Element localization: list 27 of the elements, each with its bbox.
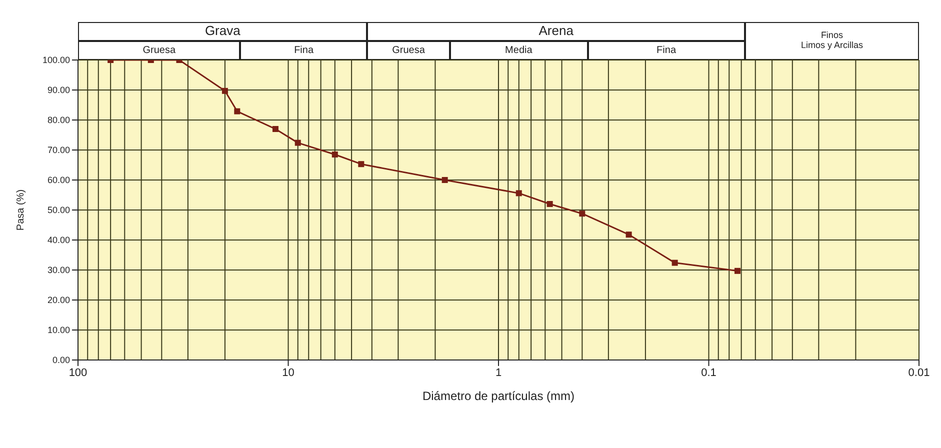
- y-tick-label: 40.00: [47, 235, 70, 246]
- text: Arena: [538, 23, 574, 39]
- y-tick-label: 0.00: [52, 355, 70, 366]
- text: Gruesa: [142, 45, 176, 56]
- x-tick-label: 100: [68, 366, 88, 379]
- text: Media: [505, 45, 532, 56]
- text: Limos y Arcillas: [800, 40, 863, 51]
- y-tick-label: 90.00: [47, 85, 70, 96]
- text: Gruesa: [392, 45, 425, 56]
- text: Fina: [294, 45, 314, 56]
- y-tick-label: 30.00: [47, 265, 70, 276]
- y-tick-label: 60.00: [47, 175, 70, 186]
- x-axis-title: Diámetro de partículas (mm): [422, 389, 575, 403]
- y-tick-label: 20.00: [47, 295, 70, 306]
- y-tick-label: 10.00: [47, 325, 70, 336]
- y-tick-label: 50.00: [47, 205, 70, 216]
- x-tick-label: 0.1: [701, 366, 716, 379]
- y-tick-label: 70.00: [47, 145, 70, 156]
- y-tick-label: 80.00: [47, 115, 70, 126]
- text: Finos: [820, 30, 843, 41]
- text: Grava: [204, 23, 240, 39]
- y-tick-label: 100.00: [42, 55, 70, 66]
- text: Fina: [656, 45, 676, 56]
- y-axis-title: Pasa (%): [16, 189, 27, 231]
- x-tick-label: 0.01: [908, 366, 930, 379]
- x-tick-label: 1: [495, 366, 502, 379]
- x-tick-label: 10: [282, 366, 294, 379]
